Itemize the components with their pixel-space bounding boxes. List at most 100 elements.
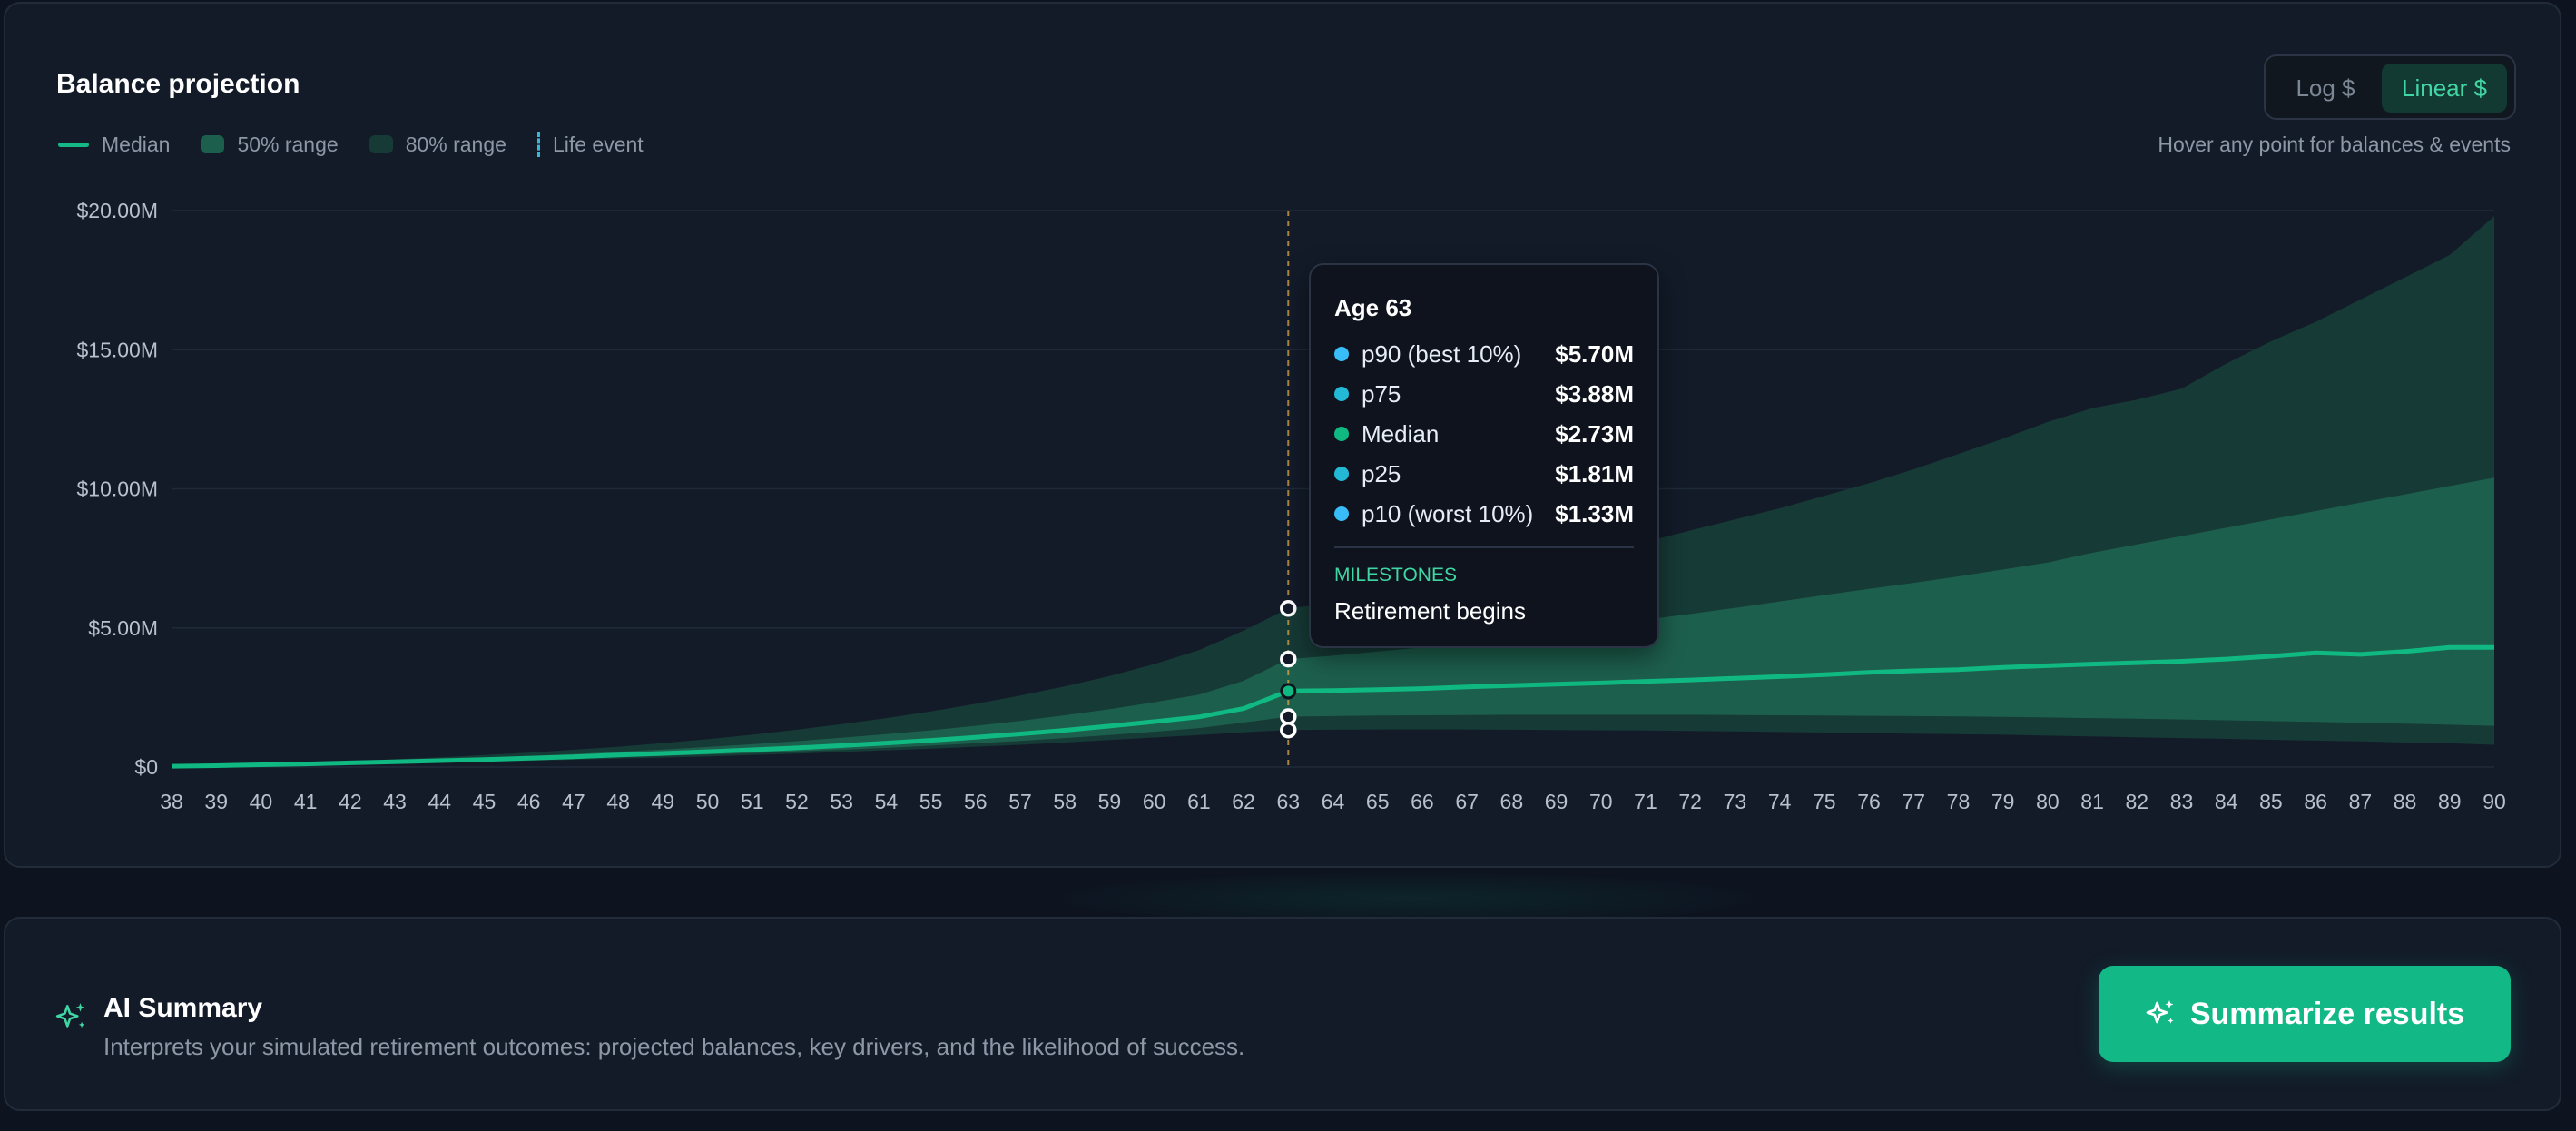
x-tick-label: 63 <box>1276 790 1300 813</box>
legend-50-range: 50% range <box>201 132 339 157</box>
legend-life-event-label: Life event <box>552 132 644 156</box>
tooltip-row-p10: p10 (worst 10%) $1.33M <box>1334 494 1634 534</box>
legend-80-range: 80% range <box>369 133 506 157</box>
x-tick-label: 80 <box>2036 790 2060 813</box>
x-tick-label: 60 <box>1143 790 1166 813</box>
hover-hint: Hover any point for balances & events <box>2158 133 2511 156</box>
x-tick-label: 72 <box>1678 790 1702 813</box>
x-tick-label: 65 <box>1366 790 1390 813</box>
summarize-results-button[interactable]: Summarize results <box>2099 966 2511 1062</box>
x-tick-label: 89 <box>2438 790 2462 813</box>
ai-summary-description: Interprets your simulated retirement out… <box>103 1033 1245 1060</box>
x-tick-label: 86 <box>2304 790 2327 813</box>
x-tick-label: 71 <box>1634 790 1657 813</box>
x-tick-label: 39 <box>204 790 228 813</box>
tooltip-dot-p75 <box>1334 387 1349 401</box>
legend-80-range-swatch <box>369 135 393 153</box>
x-tick-label: 90 <box>2483 790 2506 813</box>
tooltip-label-median: Median <box>1362 419 1440 447</box>
ai-summary-title: AI Summary <box>103 993 263 1023</box>
x-tick-label: 74 <box>1768 790 1792 813</box>
summarize-results-label: Summarize results <box>2189 996 2465 1031</box>
x-tick-label: 69 <box>1545 790 1568 813</box>
legend-median-swatch <box>58 142 89 147</box>
x-tick-label: 70 <box>1589 790 1613 813</box>
x-tick-label: 85 <box>2259 790 2283 813</box>
balance-projection-card: Balance projection Log $ Linear $ Median… <box>4 2 2561 868</box>
p25-hover-point <box>1280 708 1297 725</box>
y-tick-label: $10.00M <box>76 477 158 501</box>
x-tick-label: 48 <box>606 790 630 813</box>
tooltip-value-p90: $5.70M <box>1555 339 1634 368</box>
x-tick-label: 64 <box>1322 790 1345 813</box>
tooltip-label-p75: p75 <box>1362 379 1401 408</box>
tooltip-value-p10: $1.33M <box>1555 499 1634 527</box>
legend-50-range-swatch <box>201 135 225 153</box>
x-tick-label: 83 <box>2170 790 2194 813</box>
x-tick-label: 77 <box>1902 790 1925 813</box>
age-tooltip: Age 63 p90 (best 10%) $5.70M p75 $3.88M … <box>1309 263 1659 648</box>
x-tick-label: 41 <box>294 790 318 813</box>
x-tick-label: 67 <box>1455 790 1479 813</box>
log-scale-button[interactable]: Log $ <box>2296 74 2355 102</box>
x-tick-label: 61 <box>1187 790 1211 813</box>
x-tick-label: 51 <box>741 790 764 813</box>
tooltip-label-p90: p90 (best 10%) <box>1362 339 1522 368</box>
x-tick-label: 44 <box>428 790 451 813</box>
x-tick-label: 84 <box>2215 790 2238 813</box>
x-tick-label: 40 <box>250 790 273 813</box>
linear-scale-button[interactable]: Linear $ <box>2382 64 2507 113</box>
y-tick-label: $20.00M <box>76 199 158 222</box>
legend-median-label: Median <box>102 132 171 156</box>
tooltip-milestone: Retirement begins <box>1334 597 1526 625</box>
x-tick-label: 55 <box>919 790 943 813</box>
tooltip-row-median: Median $2.73M <box>1334 414 1634 454</box>
median-line <box>171 644 2494 769</box>
tooltip-row-p90: p90 (best 10%) $5.70M <box>1334 334 1634 374</box>
tooltip-row-p75: p75 $3.88M <box>1334 374 1634 414</box>
x-tick-label: 54 <box>875 790 899 813</box>
tooltip-milestones-label: MILESTONES <box>1334 565 1457 585</box>
legend-50-range-label: 50% range <box>237 132 339 156</box>
x-tick-label: 50 <box>696 790 720 813</box>
y-tick-label: $0 <box>134 755 158 779</box>
p75-hover-point <box>1280 650 1297 668</box>
x-tick-label: 56 <box>964 790 988 813</box>
sparkles-icon <box>2146 1000 2174 1024</box>
p10-hover-point <box>1280 721 1297 739</box>
x-tick-label: 47 <box>562 790 585 813</box>
x-tick-label: 79 <box>1991 790 2015 813</box>
x-tick-label: 73 <box>1724 790 1747 813</box>
legend-median: Median <box>58 133 170 157</box>
x-tick-label: 87 <box>2349 790 2373 813</box>
tooltip-value-p75: $3.88M <box>1555 379 1634 408</box>
tooltip-dot-p25 <box>1334 467 1349 481</box>
x-tick-label: 52 <box>785 790 809 813</box>
x-tick-label: 53 <box>830 790 853 813</box>
x-tick-label: 38 <box>160 790 183 813</box>
tooltip-row-p25: p25 $1.81M <box>1334 454 1634 494</box>
x-tick-label: 46 <box>517 790 541 813</box>
y-tick-label: $5.00M <box>88 616 158 640</box>
x-tick-label: 45 <box>473 790 497 813</box>
legend-life-event: Life event <box>536 132 644 157</box>
x-tick-label: 59 <box>1098 790 1122 813</box>
card-title: Balance projection <box>56 69 300 99</box>
x-tick-label: 76 <box>1857 790 1881 813</box>
tooltip-value-median: $2.73M <box>1555 419 1634 447</box>
x-tick-label: 66 <box>1411 790 1434 813</box>
x-tick-label: 68 <box>1500 790 1524 813</box>
p90-hover-point <box>1280 600 1297 617</box>
x-tick-label: 82 <box>2126 790 2149 813</box>
tooltip-value-p25: $1.81M <box>1555 459 1634 487</box>
chart-legend: Median 50% range 80% range Life event <box>58 131 674 158</box>
median-hover-point <box>1280 683 1297 700</box>
x-tick-label: 75 <box>1813 790 1836 813</box>
x-tick-label: 88 <box>2394 790 2417 813</box>
x-tick-label: 49 <box>652 790 675 813</box>
tooltip-dot-p90 <box>1334 347 1349 361</box>
x-tick-label: 62 <box>1232 790 1255 813</box>
x-tick-label: 57 <box>1008 790 1032 813</box>
tooltip-dot-median <box>1334 427 1349 441</box>
balance-chart[interactable]: $0 $5.00M $10.00M $15.00M $20.00M 38 39 40 41 42 4… <box>5 4 2560 866</box>
